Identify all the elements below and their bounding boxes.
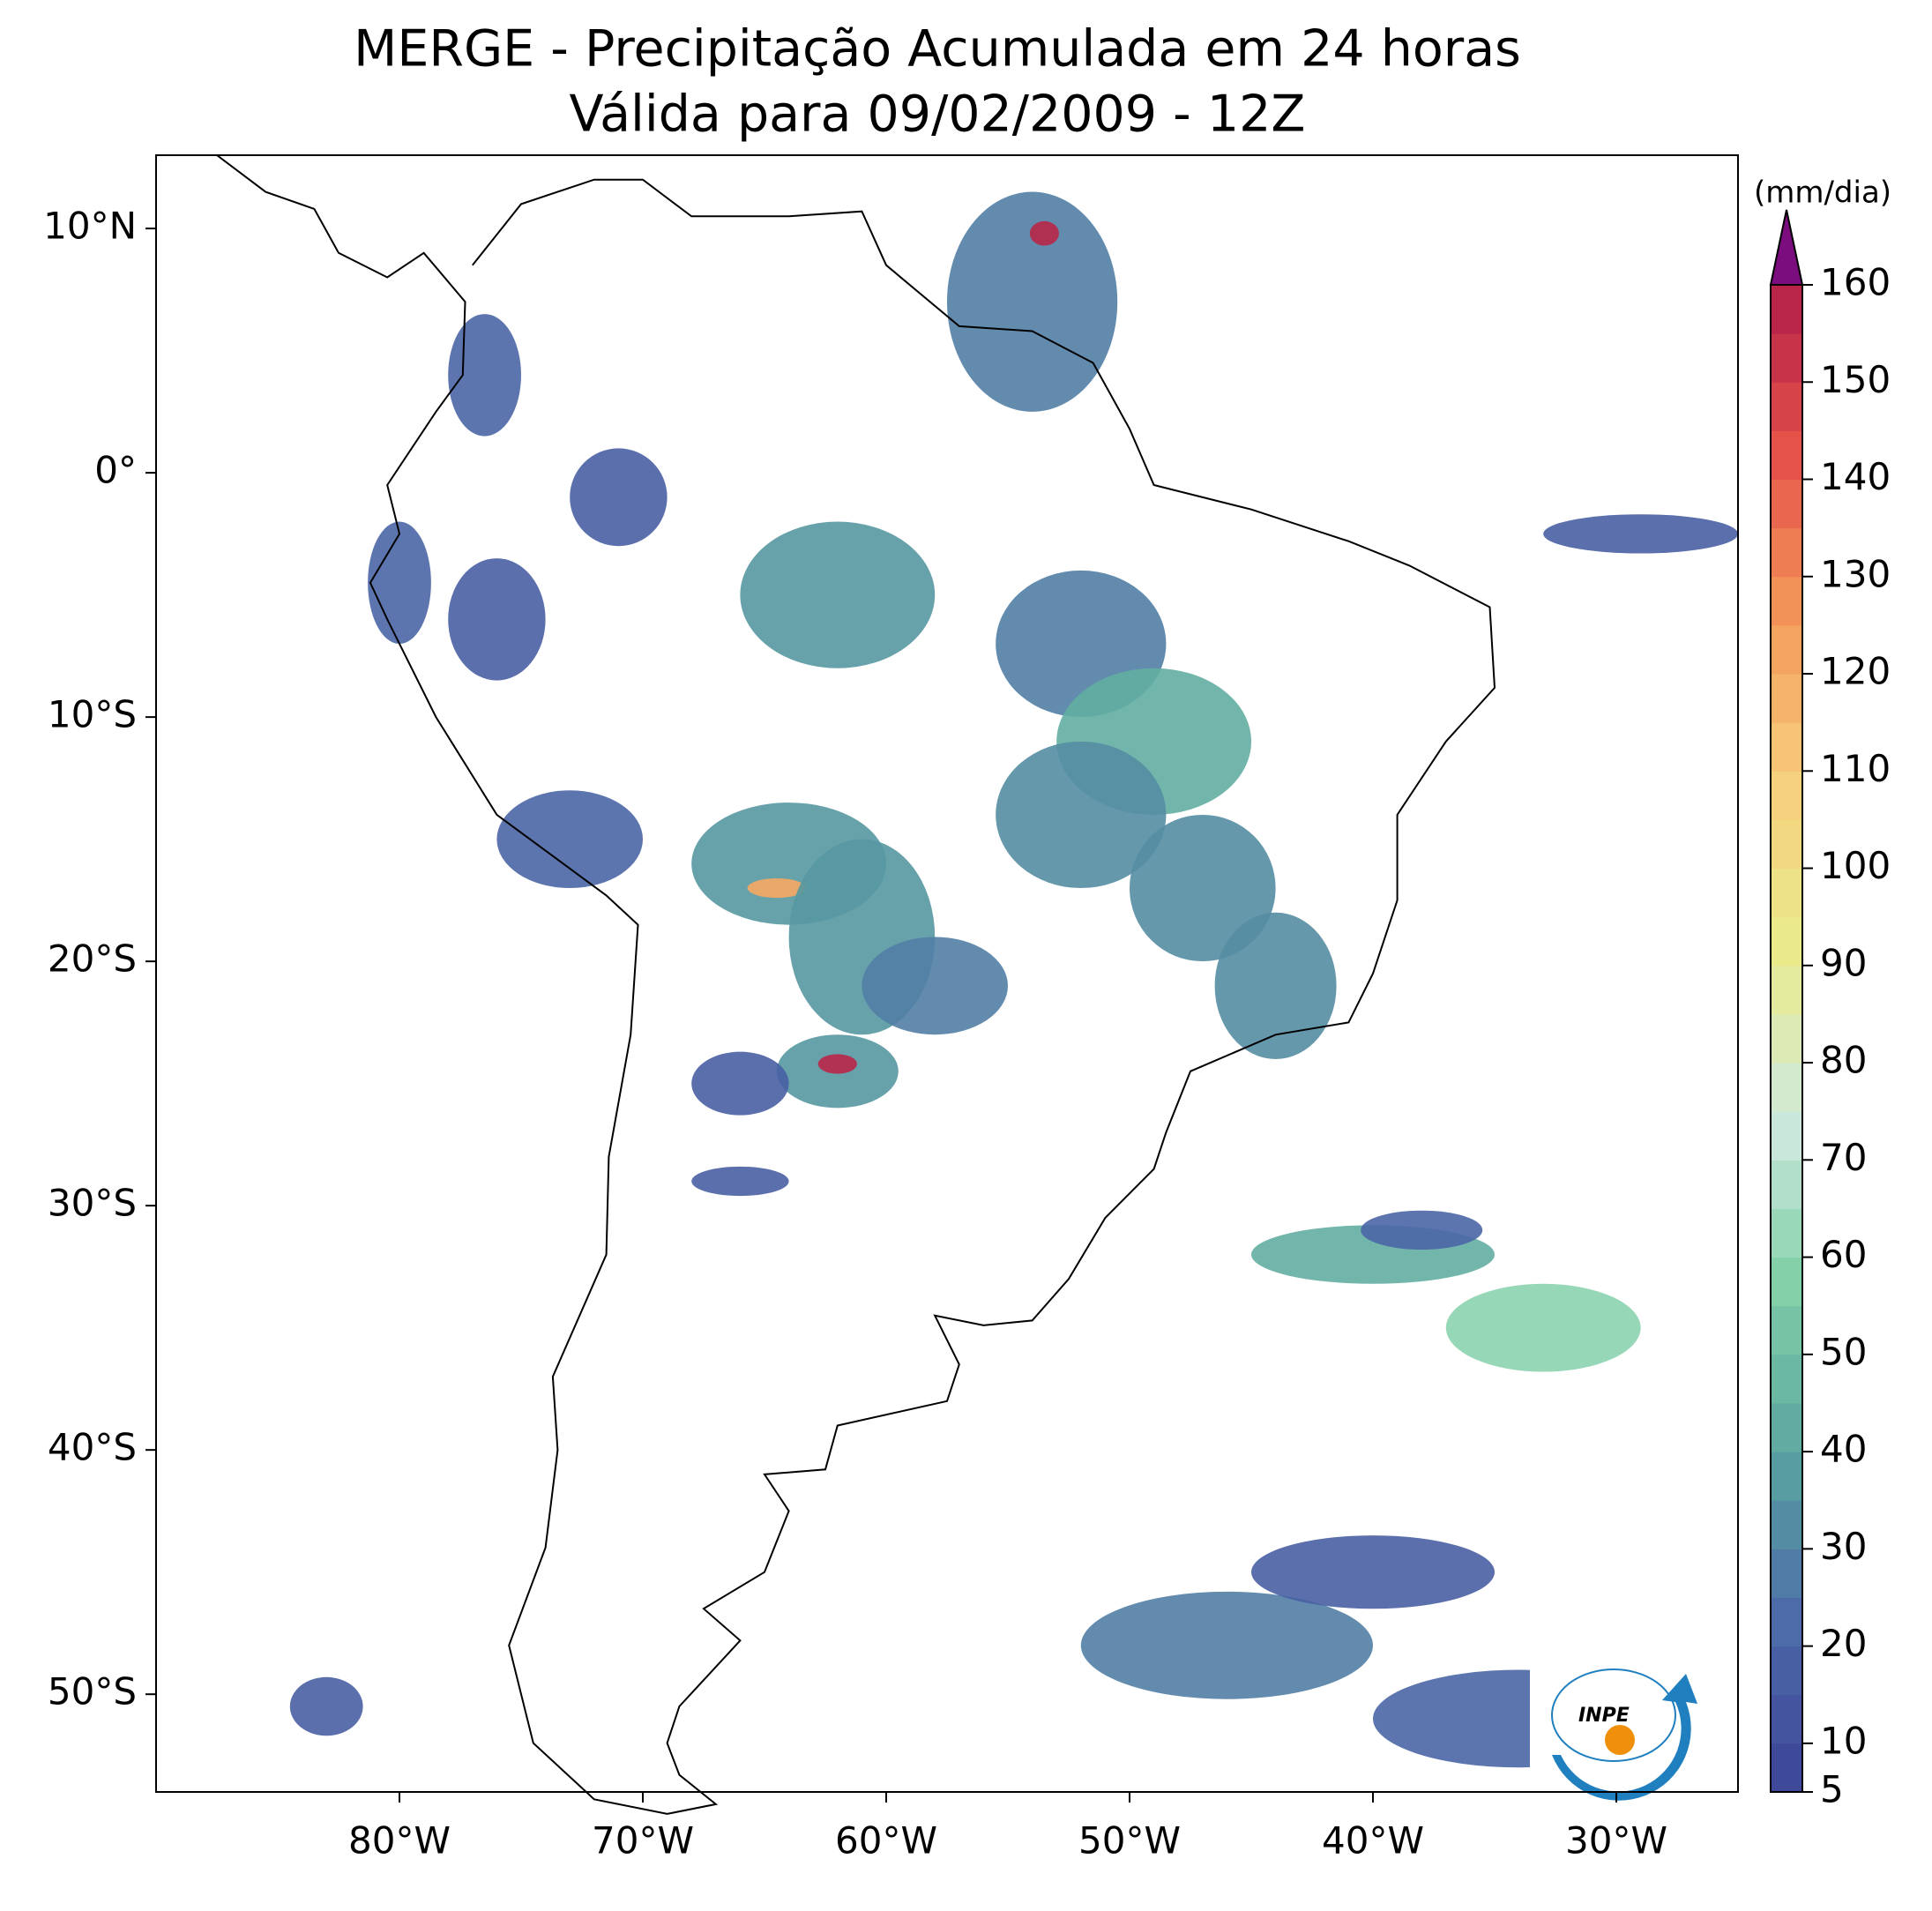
precip-area: [570, 448, 668, 547]
logo: INPE: [1530, 1626, 1720, 1803]
colorbar-band: [1771, 1305, 1802, 1355]
x-tick-label: 80°W: [348, 1819, 451, 1862]
precip-area: [1543, 514, 1738, 554]
colorbar-band: [1771, 1646, 1802, 1696]
precip-area: [1080, 1591, 1373, 1699]
precipitation-field: [289, 191, 1738, 1768]
colorbar-tick-label: 80: [1820, 1039, 1867, 1082]
colorbar-band: [1771, 1257, 1802, 1307]
precip-area: [1130, 814, 1276, 962]
logo-orbit: [1551, 1668, 1676, 1762]
colorbar-band: [1771, 333, 1802, 383]
precip-area: [747, 877, 806, 899]
x-tick-label: 60°W: [835, 1819, 937, 1862]
colorbar-band: [1771, 1111, 1802, 1161]
colorbar-band: [1771, 1500, 1802, 1549]
colorbar: 5 10 20 30 40 50 60 70 80 90 100 110 120 130 140 150 160: [1769, 209, 1891, 1811]
colorbar-label: (mm/dia): [1754, 175, 1891, 211]
colorbar-band: [1771, 430, 1802, 481]
colorbar-band: [1771, 576, 1802, 626]
colorbar-frame: [1770, 284, 1803, 1793]
y-tick-label: 10°N: [43, 205, 137, 248]
colorbar-band: [1771, 1354, 1802, 1404]
x-tick-label: 50°W: [1078, 1819, 1181, 1862]
precip-area: [817, 1054, 857, 1074]
precip-area: [1361, 1210, 1483, 1250]
y-tick-label: 30°S: [48, 1182, 137, 1225]
precip-area: [996, 741, 1167, 889]
colorbar-band: [1771, 674, 1802, 723]
precip-area: [740, 521, 936, 668]
precip-area: [448, 314, 521, 437]
colorbar-tick-label: 50: [1820, 1330, 1867, 1373]
colorbar-tick-label: 60: [1820, 1233, 1867, 1276]
logo-text: INPE: [1578, 1705, 1630, 1727]
colorbar-tick-label: 120: [1820, 650, 1891, 693]
coastline: [216, 154, 1496, 1815]
colorbar-band: [1771, 916, 1802, 967]
y-tick-label: 40°S: [48, 1426, 137, 1469]
colorbar-band: [1771, 1694, 1802, 1744]
colorbar-band: [1771, 1063, 1802, 1112]
subtitle: Válida para 09/02/2009 - 12Z: [570, 86, 1306, 144]
colorbar-band: [1771, 1549, 1802, 1598]
colorbar-band: [1771, 1160, 1802, 1209]
colorbar-band: [1771, 1743, 1802, 1793]
colorbar-tick-label: 100: [1820, 844, 1891, 887]
precip-area: [368, 521, 431, 645]
x-tick-label: 40°W: [1322, 1819, 1424, 1862]
colorbar-band: [1771, 479, 1802, 529]
colorbar-band: [1771, 285, 1802, 334]
colorbar-tick-label: 150: [1820, 358, 1891, 401]
title: MERGE - Precipitação Acumulada em 24 hor…: [354, 20, 1521, 78]
colorbar-tick-label: 30: [1820, 1525, 1867, 1568]
colorbar-tick-label: 70: [1820, 1136, 1867, 1179]
colorbar-tick-label: 140: [1820, 455, 1891, 498]
colorbar-band: [1771, 1402, 1802, 1452]
colorbar-tick-label: 10: [1820, 1719, 1867, 1762]
colorbar-tick-label: 5: [1820, 1768, 1844, 1811]
colorbar-band: [1771, 1013, 1802, 1064]
precip-area: [691, 1051, 789, 1116]
precip-area: [691, 1166, 789, 1197]
colorbar-band: [1771, 819, 1802, 870]
colorbar-band: [1771, 624, 1802, 675]
colorbar-tick-label: 160: [1820, 261, 1891, 304]
colorbar-band: [1771, 722, 1802, 772]
precip-area: [1251, 1535, 1495, 1609]
colorbar-band: [1771, 965, 1802, 1015]
precip-area: [289, 1676, 363, 1736]
precip-area: [1214, 912, 1337, 1059]
colorbar-band: [1771, 527, 1802, 578]
colorbar-tick-label: 110: [1820, 747, 1891, 790]
precip-area: [448, 558, 546, 681]
colorbar-band: [1771, 382, 1802, 431]
precip-area: [1445, 1283, 1641, 1372]
y-tick-label: 50°S: [48, 1670, 137, 1713]
colorbar-extend: [1769, 209, 1804, 286]
precip-area: [862, 937, 1008, 1035]
y-tick-label: 10°S: [48, 693, 137, 736]
colorbar-tick-label: 90: [1820, 941, 1867, 984]
precip-area: [496, 790, 643, 889]
colorbar-tick-label: 130: [1820, 552, 1891, 595]
precip-area: [947, 191, 1118, 412]
y-tick-label: 20°S: [48, 937, 137, 981]
y-tick-label: 0°: [94, 449, 137, 492]
colorbar-band: [1771, 1452, 1802, 1501]
x-tick-label: 70°W: [592, 1819, 694, 1862]
colorbar-band: [1771, 1208, 1802, 1258]
colorbar-tick-label: 40: [1820, 1428, 1867, 1471]
map-frame: [155, 154, 1739, 1793]
logo-arrow: [1552, 1674, 1697, 1801]
colorbar-tick-label: 20: [1820, 1622, 1867, 1665]
x-tick-label: 30°W: [1565, 1819, 1667, 1862]
precip-area: [1029, 220, 1059, 246]
colorbar-band: [1771, 771, 1802, 820]
logo-sun: [1605, 1725, 1635, 1755]
colorbar-band: [1771, 1597, 1802, 1647]
colorbar-band: [1771, 868, 1802, 918]
